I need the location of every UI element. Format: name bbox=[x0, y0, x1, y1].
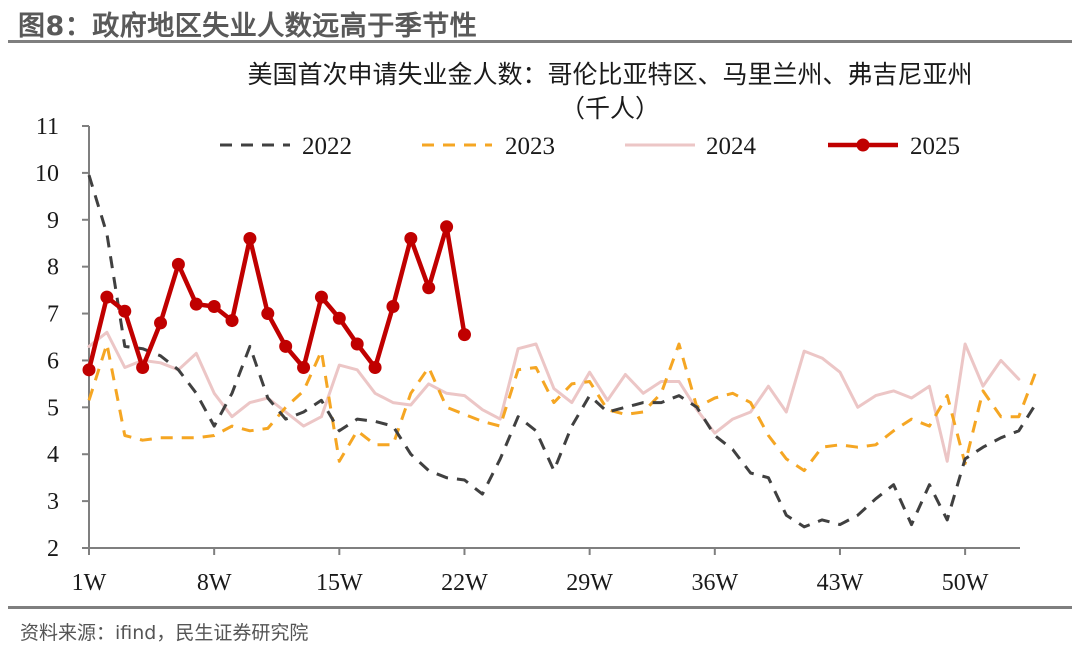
y-tick-label: 3 bbox=[47, 489, 59, 515]
data-point-2025 bbox=[422, 281, 436, 295]
legend-label-2025: 2025 bbox=[910, 133, 960, 160]
data-point-2025 bbox=[225, 314, 239, 328]
data-point-2025 bbox=[279, 339, 293, 353]
data-point-2025 bbox=[261, 307, 275, 321]
x-tick-label: 8W bbox=[197, 570, 232, 596]
data-point-2025 bbox=[404, 232, 418, 246]
source-note: 资料来源：ifind，民生证券研究院 bbox=[20, 622, 309, 644]
chart-title-line-2: （千人） bbox=[559, 94, 660, 123]
data-point-2025 bbox=[136, 360, 150, 374]
axes: 2 3 4 5 6 7 8 9 10 11 1W 8W 15W 22W 29W 36W 43W 50W bbox=[35, 114, 1020, 596]
x-tick-label: 50W bbox=[942, 570, 989, 596]
x-tick-label: 1W bbox=[72, 570, 107, 596]
figure-title: 图8：政府地区失业人数远高于季节性 bbox=[18, 11, 478, 42]
x-tick-label: 29W bbox=[566, 570, 613, 596]
data-point-2025 bbox=[189, 297, 203, 311]
data-point-2025 bbox=[82, 363, 96, 377]
x-tick-label: 36W bbox=[691, 570, 738, 596]
data-point-2025 bbox=[118, 304, 132, 318]
x-tick-label: 43W bbox=[817, 570, 864, 596]
data-point-2025 bbox=[100, 290, 114, 304]
y-tick-label: 2 bbox=[47, 536, 59, 562]
bottom-divider bbox=[8, 606, 1072, 609]
chart-title-line-1: 美国首次申请失业金人数：哥伦比亚特区、马里兰州、弗吉尼亚州 bbox=[247, 60, 973, 89]
data-point-2025 bbox=[440, 220, 454, 234]
series-line-2023 bbox=[87, 342, 1039, 473]
data-point-2025 bbox=[457, 328, 471, 342]
series-line-2024 bbox=[87, 330, 1021, 463]
x-tick-label: 22W bbox=[441, 570, 488, 596]
y-tick-label: 10 bbox=[35, 161, 59, 187]
data-point-2025 bbox=[207, 300, 221, 314]
top-divider bbox=[8, 40, 1072, 43]
data-point-2025 bbox=[314, 290, 328, 304]
data-point-2025 bbox=[154, 316, 168, 330]
y-tick-label: 9 bbox=[47, 208, 59, 234]
data-point-2025 bbox=[297, 360, 311, 374]
data-point-2025 bbox=[332, 311, 346, 325]
data-point-2025 bbox=[368, 360, 382, 374]
data-point-2025 bbox=[350, 337, 364, 351]
data-point-2025 bbox=[386, 300, 400, 314]
data-point-2025 bbox=[171, 257, 185, 271]
y-tick-label: 7 bbox=[47, 302, 59, 328]
series-line-2022 bbox=[87, 174, 1038, 529]
y-tick-label: 8 bbox=[47, 255, 59, 281]
legend-label-2023: 2023 bbox=[505, 133, 555, 160]
y-tick-label: 4 bbox=[47, 442, 59, 468]
chart-title: 美国首次申请失业金人数：哥伦比亚特区、马里兰州、弗吉尼亚州 （千人） bbox=[180, 58, 1040, 126]
series-line-2025 bbox=[86, 224, 467, 373]
legend: 2022 2023 2024 2025 bbox=[220, 133, 960, 160]
y-tick-label: 5 bbox=[47, 395, 59, 421]
data-point-2025 bbox=[243, 232, 257, 246]
y-tick-label: 11 bbox=[36, 114, 59, 140]
x-tick-label: 15W bbox=[316, 570, 363, 596]
legend-label-2022: 2022 bbox=[302, 133, 352, 160]
legend-label-2024: 2024 bbox=[706, 133, 757, 160]
y-tick-label: 6 bbox=[47, 348, 59, 374]
legend-marker-2025 bbox=[856, 138, 870, 152]
series-group bbox=[82, 174, 1039, 529]
